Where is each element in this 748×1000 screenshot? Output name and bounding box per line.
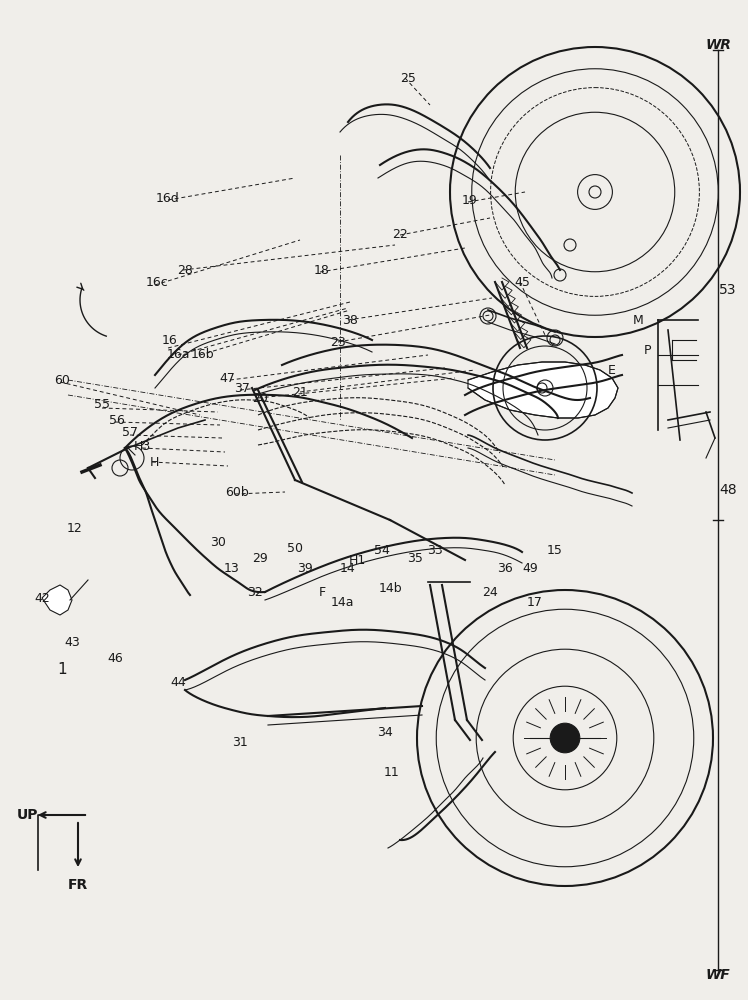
Text: 39: 39 [297,562,313,574]
Text: 16d: 16d [156,192,180,205]
Text: 25: 25 [400,72,416,85]
Text: 28: 28 [177,263,193,276]
Text: 37: 37 [234,381,250,394]
Text: M: M [633,314,643,326]
Text: 45: 45 [514,275,530,288]
Text: 23: 23 [330,336,346,349]
Text: 55: 55 [94,398,110,412]
Text: P: P [644,344,652,357]
Text: 49: 49 [522,562,538,574]
Text: 42: 42 [34,591,50,604]
Text: H1: H1 [349,554,366,566]
Text: 16: 16 [162,334,178,347]
Text: 13: 13 [224,562,240,574]
Text: 21: 21 [292,385,308,398]
Text: 29: 29 [252,552,268,564]
Text: F: F [319,585,325,598]
Text: 44: 44 [170,676,186,688]
Text: 48: 48 [719,483,737,497]
Text: 16b: 16b [190,349,214,361]
Text: 1: 1 [57,662,67,678]
Text: 30: 30 [210,536,226,548]
Text: 17: 17 [527,595,543,608]
Circle shape [551,723,580,753]
Text: 31: 31 [232,736,248,748]
Text: 22: 22 [392,229,408,241]
Text: 50: 50 [287,542,303,554]
Text: 18: 18 [314,263,330,276]
Text: 11: 11 [384,766,400,778]
Text: 16a: 16a [166,349,190,361]
Text: 24: 24 [482,585,498,598]
Text: 60: 60 [54,373,70,386]
Text: 46: 46 [107,652,123,664]
Text: 54: 54 [374,544,390,556]
Text: 15: 15 [547,544,563,556]
Polygon shape [468,362,618,418]
Text: 43: 43 [64,636,80,648]
Text: H3: H3 [133,440,150,454]
Text: 60b: 60b [225,486,249,498]
Text: 53: 53 [720,283,737,297]
Text: 35: 35 [407,552,423,564]
Text: 19: 19 [462,194,478,207]
Text: UP: UP [17,808,39,822]
Text: 32: 32 [247,585,263,598]
Text: H: H [150,456,159,468]
Text: E: E [608,363,616,376]
Text: WF: WF [705,968,730,982]
Polygon shape [42,585,72,615]
Text: FR: FR [68,878,88,892]
Text: 16c: 16c [146,275,168,288]
Text: 36: 36 [497,562,513,574]
Text: 14a: 14a [331,595,354,608]
Text: 57: 57 [122,426,138,438]
Text: 38: 38 [342,314,358,326]
Text: 12: 12 [67,522,83,534]
Text: 14b: 14b [378,582,402,594]
Text: 14: 14 [340,562,356,574]
Text: 56: 56 [109,414,125,426]
Text: WR: WR [705,38,731,52]
Text: 33: 33 [427,544,443,556]
Text: 47: 47 [219,371,235,384]
Text: 20: 20 [252,391,268,404]
Text: 34: 34 [377,726,393,738]
